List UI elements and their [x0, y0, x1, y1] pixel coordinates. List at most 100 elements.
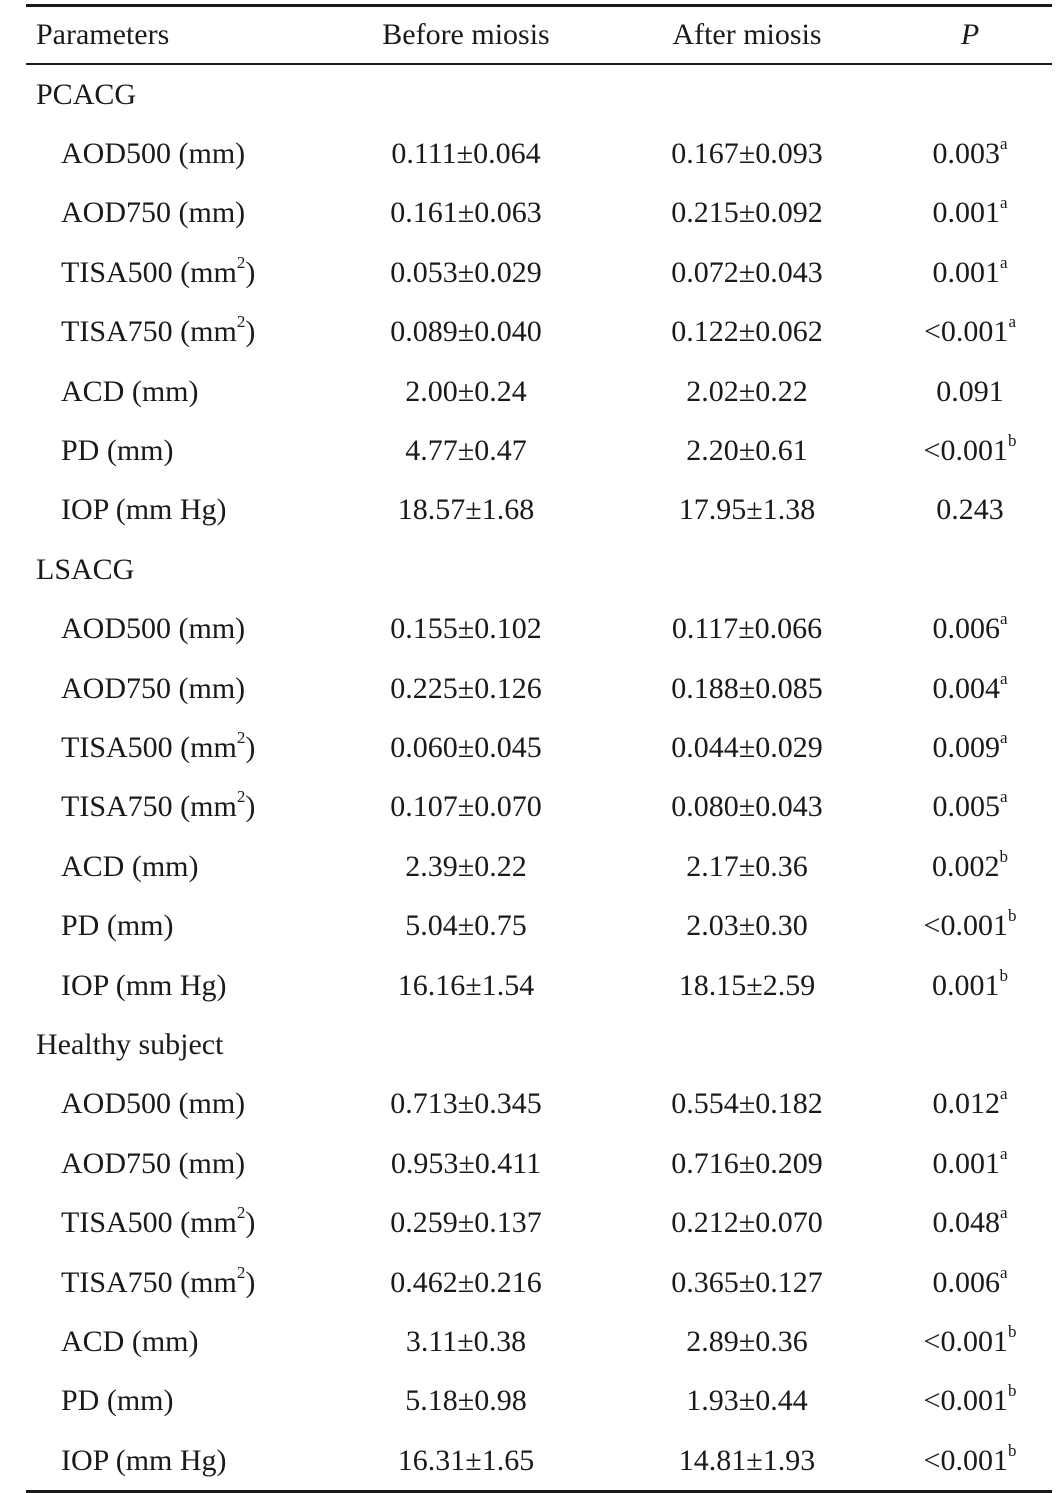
parameter-label: PD (mm): [61, 909, 174, 943]
table-row: PD (mm) 4.77±0.47 2.20±0.61 <0.001b: [26, 421, 1052, 480]
parameter-label: AOD750 (mm): [61, 1146, 246, 1180]
p-value-cell: <0.001b: [888, 1382, 1052, 1418]
p-value-footnote-marker: a: [999, 727, 1008, 747]
table-row: TISA750 (mm2) 0.462±0.216 0.365±0.127 0.006…: [26, 1253, 1052, 1312]
before-miosis-cell: 16.31±1.65: [397, 1443, 535, 1477]
before-miosis-cell: 0.053±0.029: [390, 255, 542, 289]
after-miosis-cell: 0.212±0.070: [671, 1206, 823, 1240]
table-row: AOD750 (mm) 0.161±0.063 0.215±0.092 0.001a: [26, 184, 1052, 243]
p-value: 0.001: [932, 1146, 1000, 1180]
p-value-footnote-marker: a: [999, 1143, 1008, 1163]
p-value-footnote-marker: b: [1007, 1321, 1017, 1341]
p-value-footnote-marker: a: [999, 1203, 1008, 1223]
p-value-cell: <0.001b: [888, 1323, 1052, 1358]
unit-close: ): [245, 315, 256, 349]
parameter-cell: PD (mm): [26, 1386, 326, 1416]
p-value-cell: <0.001b: [888, 1442, 1052, 1476]
table-row: PD (mm) 5.04±0.75 2.03±0.30 <0.001b: [26, 896, 1052, 955]
parameter-label: TISA500 (mm: [61, 255, 237, 289]
before-miosis-cell: 0.107±0.070: [390, 790, 542, 824]
after-miosis-cell: 17.95±1.38: [678, 493, 816, 527]
unit-exponent: 2: [236, 312, 246, 332]
header-p-value: P: [960, 18, 980, 51]
after-miosis-cell: 18.15±2.59: [678, 968, 816, 1002]
before-miosis-cell: 0.111±0.064: [391, 137, 541, 171]
before-miosis-cell: 0.713±0.345: [390, 1087, 542, 1121]
table-row: TISA750 (mm2) 0.107±0.070 0.080±0.043 0.005…: [26, 778, 1052, 837]
before-miosis-cell: 5.18±0.98: [405, 1384, 527, 1418]
p-value-cell: 0.004a: [888, 670, 1052, 704]
after-miosis-cell: 2.20±0.61: [686, 434, 808, 468]
p-value: <0.001: [923, 434, 1008, 468]
unit-exponent: 2: [236, 727, 246, 747]
p-value: 0.005: [932, 790, 1000, 824]
unit-close: ): [245, 1206, 256, 1240]
unit-exponent: 2: [236, 787, 246, 807]
group-header-row: LSACG: [26, 540, 1052, 599]
parameter-cell: AOD750 (mm): [26, 198, 326, 228]
table-row: IOP (mm Hg) 18.57±1.68 17.95±1.38 0.243: [26, 481, 1052, 540]
table-row: AOD500 (mm) 0.155±0.102 0.117±0.066 0.006a: [26, 600, 1052, 659]
after-miosis-cell: 2.03±0.30: [686, 909, 808, 943]
before-miosis-cell: 5.04±0.75: [405, 909, 527, 943]
p-value: 0.001: [932, 968, 1000, 1002]
parameter-cell: AOD500 (mm): [26, 1089, 326, 1119]
table-row: ACD (mm) 2.00±0.24 2.02±0.22 0.091: [26, 362, 1052, 421]
p-value: <0.001: [923, 1384, 1008, 1418]
p-value-cell: 0.048a: [888, 1204, 1052, 1238]
p-value: 0.001: [932, 255, 1000, 289]
parameter-label: IOP (mm Hg): [61, 1443, 227, 1477]
p-value-cell: <0.001a: [888, 313, 1052, 347]
p-value-footnote-marker: b: [999, 846, 1009, 866]
after-miosis-cell: 1.93±0.44: [686, 1384, 808, 1418]
p-value-footnote-marker: a: [999, 134, 1008, 154]
parameter-label: ACD (mm): [61, 1324, 199, 1358]
table-row: TISA500 (mm2) 0.060±0.045 0.044±0.029 0.009…: [26, 718, 1052, 777]
p-value-footnote-marker: b: [1007, 431, 1017, 451]
p-value-cell: 0.006a: [888, 1264, 1052, 1298]
parameter-cell: PD (mm): [26, 911, 326, 941]
parameter-label: TISA750 (mm: [61, 1265, 237, 1299]
parameter-label: PD (mm): [61, 1384, 174, 1418]
header-before-miosis: Before miosis: [382, 18, 550, 51]
parameter-label: TISA500 (mm: [61, 1206, 237, 1240]
p-value-footnote-marker: a: [999, 668, 1008, 688]
p-value-cell: 0.001a: [888, 194, 1052, 228]
p-value-cell: 0.001a: [888, 1145, 1052, 1180]
after-miosis-cell: 0.716±0.209: [671, 1146, 823, 1180]
before-miosis-cell: 0.953±0.411: [390, 1146, 542, 1180]
p-value: <0.001: [923, 1324, 1008, 1358]
unit-close: ): [245, 790, 256, 824]
group-name: PCACG: [36, 77, 137, 111]
p-value-footnote-marker: a: [999, 252, 1008, 272]
p-value: 0.243: [936, 493, 1004, 527]
after-miosis-cell: 0.365±0.127: [671, 1265, 823, 1299]
group-name: LSACG: [36, 552, 135, 586]
parameter-cell: AOD750 (mm): [26, 1146, 326, 1180]
p-value-footnote-marker: a: [999, 609, 1008, 629]
parameter-cell: PD (mm): [26, 436, 326, 466]
before-miosis-cell: 0.259±0.137: [390, 1206, 542, 1240]
group-header-row: Healthy subject: [26, 1015, 1052, 1074]
after-miosis-cell: 0.080±0.043: [671, 790, 823, 824]
p-value-cell: 0.009a: [888, 729, 1052, 763]
parameter-cell: TISA750 (mm2): [26, 1264, 326, 1299]
p-value-footnote-marker: a: [999, 1262, 1008, 1282]
parameter-label: AOD500 (mm): [61, 137, 246, 171]
p-value-footnote-marker: b: [1007, 1381, 1017, 1401]
parameter-label: AOD750 (mm): [61, 196, 246, 230]
parameter-label: IOP (mm Hg): [61, 493, 227, 527]
after-miosis-cell: 2.89±0.36: [686, 1324, 808, 1358]
parameter-cell: TISA500 (mm2): [26, 729, 326, 763]
unit-exponent: 2: [236, 1262, 246, 1282]
p-value-cell: 0.003a: [888, 135, 1052, 169]
p-value-cell: <0.001b: [888, 432, 1052, 468]
parameter-label: ACD (mm): [61, 374, 199, 408]
p-value-footnote-marker: b: [1007, 906, 1017, 926]
before-miosis-cell: 0.462±0.216: [390, 1265, 542, 1299]
table-row: AOD500 (mm) 0.713±0.345 0.554±0.182 0.012a: [26, 1075, 1052, 1134]
before-miosis-cell: 2.39±0.22: [405, 849, 527, 883]
p-value: 0.006: [932, 612, 1000, 646]
table-row: IOP (mm Hg) 16.31±1.65 14.81±1.93 <0.001b: [26, 1431, 1052, 1490]
after-miosis-cell: 0.554±0.182: [671, 1087, 823, 1121]
